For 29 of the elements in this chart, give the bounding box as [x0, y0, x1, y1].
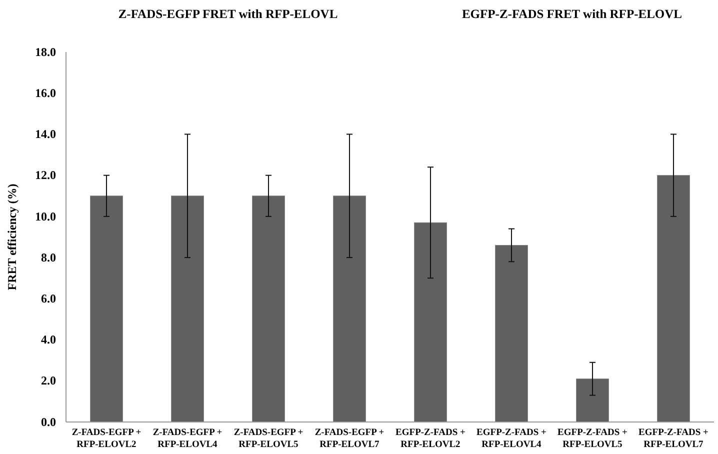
y-tick-label: 4.0 [41, 332, 56, 347]
y-tick-label: 18.0 [35, 44, 56, 59]
x-tick-label: Z-FADS-EGFP + RFP-ELOVL4 [152, 428, 222, 450]
x-tick-label: EGFP-Z-FADS + RFP-ELOVL4 [476, 428, 546, 450]
text: EGFP-Z-FADS FRET with RFP-ELOVL [462, 7, 682, 21]
x-tick-label: EGFP-Z-FADS + RFP-ELOVL5 [558, 428, 628, 450]
x-tick-label: EGFP-Z-FADS + RFP-ELOVL2 [396, 428, 466, 450]
y-tick-label: 6.0 [41, 292, 56, 306]
chart-title: Z-FADS-EGFP FRET with RFP-ELOVL [118, 7, 338, 21]
bar [333, 196, 366, 422]
y-tick-label: 0.0 [41, 414, 56, 429]
y-tick-label: 2.0 [41, 374, 56, 388]
x-tick-label: EGFP-Z-FADS + RFP-ELOVL7 [638, 428, 708, 450]
bar [171, 196, 204, 422]
y-tick-label: 16.0 [35, 86, 56, 100]
bar [576, 378, 609, 422]
bar [495, 244, 528, 422]
bar [252, 196, 285, 422]
y-tick-label: 10.0 [35, 209, 56, 224]
x-tick-label: Z-FADS-EGFP + RFP-ELOVL7 [314, 428, 384, 450]
bar [90, 196, 123, 422]
bar [414, 222, 447, 422]
y-axis-title: FRET efficiency (%) [5, 184, 19, 290]
x-tick-label: Z-FADS-EGFP + RFP-ELOVL2 [72, 428, 142, 450]
y-tick-label: 12.0 [35, 168, 56, 182]
y-tick-label: 14.0 [35, 127, 56, 142]
bar [657, 175, 690, 422]
x-tick-label: Z-FADS-EGFP + RFP-ELOVL5 [234, 428, 304, 450]
y-tick-label: 8.0 [41, 250, 56, 264]
